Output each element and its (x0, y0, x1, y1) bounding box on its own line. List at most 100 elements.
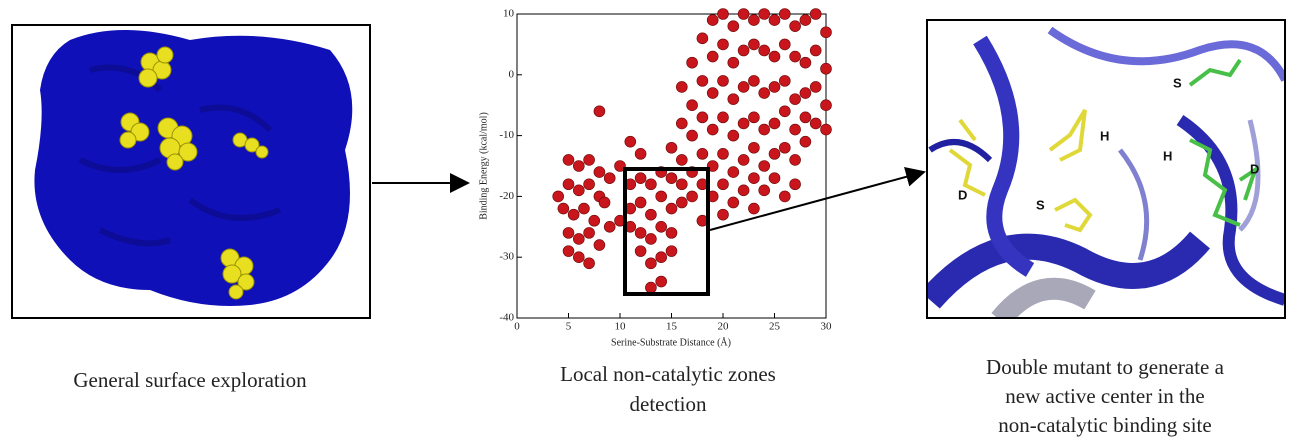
arrow (709, 167, 926, 231)
point (799, 87, 812, 99)
y-tick-label: 10 (503, 8, 515, 20)
point (583, 154, 595, 166)
point (593, 239, 606, 251)
residue-label: S (1036, 197, 1045, 212)
point (686, 56, 698, 69)
point (778, 141, 791, 154)
point (789, 93, 801, 105)
caption: new active center in the (1005, 384, 1204, 408)
point (727, 166, 740, 178)
point (562, 178, 575, 191)
point (737, 44, 750, 57)
x-tick-label: 30 (821, 321, 833, 333)
point (799, 135, 812, 148)
point (727, 129, 740, 142)
point (562, 227, 575, 239)
point (603, 221, 616, 233)
point (598, 196, 611, 209)
point (789, 154, 801, 166)
point (634, 245, 647, 257)
point (634, 227, 647, 239)
point (758, 123, 771, 136)
point (778, 75, 791, 87)
point (634, 196, 647, 209)
y-axis-label: Binding Energy (kcal/mol) (478, 112, 489, 220)
point (655, 275, 668, 288)
point (665, 202, 678, 215)
x-tick-label: 5 (566, 321, 572, 333)
point (706, 14, 719, 26)
point (572, 233, 585, 245)
point (583, 257, 595, 270)
point (799, 14, 812, 26)
point (758, 160, 771, 172)
point (706, 87, 719, 99)
point (562, 245, 575, 257)
point (748, 111, 760, 124)
point (557, 202, 570, 215)
y-tick-label: -40 (499, 312, 514, 324)
point (572, 251, 585, 264)
point (645, 257, 657, 270)
point (789, 123, 801, 136)
point (717, 75, 729, 87)
point (717, 148, 729, 160)
point (675, 117, 688, 130)
point (748, 172, 760, 184)
point (665, 245, 678, 257)
point (789, 50, 801, 63)
point (717, 178, 729, 191)
point (696, 148, 709, 160)
highlight-box (623, 167, 710, 296)
residue-label: S (1173, 75, 1182, 90)
point (737, 8, 750, 20)
point (758, 184, 771, 197)
caption: Local non-catalytic zones (560, 362, 776, 386)
point (748, 202, 760, 215)
x-tick-label: 20 (718, 321, 730, 333)
caption: non-catalytic binding site (998, 413, 1211, 437)
point (778, 105, 791, 118)
caption: detection (630, 392, 707, 416)
point (665, 172, 678, 184)
point (768, 117, 781, 130)
point (789, 178, 801, 191)
point (778, 8, 791, 20)
x-tick-label: 25 (769, 321, 781, 333)
point (675, 81, 688, 93)
point (758, 44, 771, 57)
point (758, 8, 771, 20)
point (717, 111, 729, 124)
point (768, 172, 781, 184)
point (552, 190, 565, 203)
point (717, 8, 729, 20)
point (686, 129, 698, 142)
y-tick-label: -20 (499, 190, 514, 202)
point (727, 20, 740, 32)
point (789, 20, 801, 32)
point (737, 81, 750, 93)
point (593, 166, 606, 178)
point (737, 117, 750, 130)
point (809, 8, 822, 20)
point (737, 154, 750, 166)
residue-label: H (1100, 128, 1109, 143)
caption: General surface exploration (73, 368, 307, 392)
structure-panel: S H H D D S (926, 19, 1286, 319)
point (748, 141, 760, 154)
point (758, 87, 771, 99)
point (706, 123, 719, 136)
x-tick-label: 15 (666, 321, 678, 333)
x-tick-label: 10 (615, 321, 627, 333)
point (696, 111, 709, 124)
x-axis-label: Serine-Substrate Distance (Å) (611, 336, 731, 348)
point (737, 184, 750, 197)
point (634, 172, 647, 184)
residue-label: D (1250, 161, 1259, 176)
point (572, 160, 585, 172)
point (696, 75, 709, 87)
point (727, 93, 740, 105)
y-tick-label: -30 (499, 251, 514, 263)
point (645, 233, 657, 245)
